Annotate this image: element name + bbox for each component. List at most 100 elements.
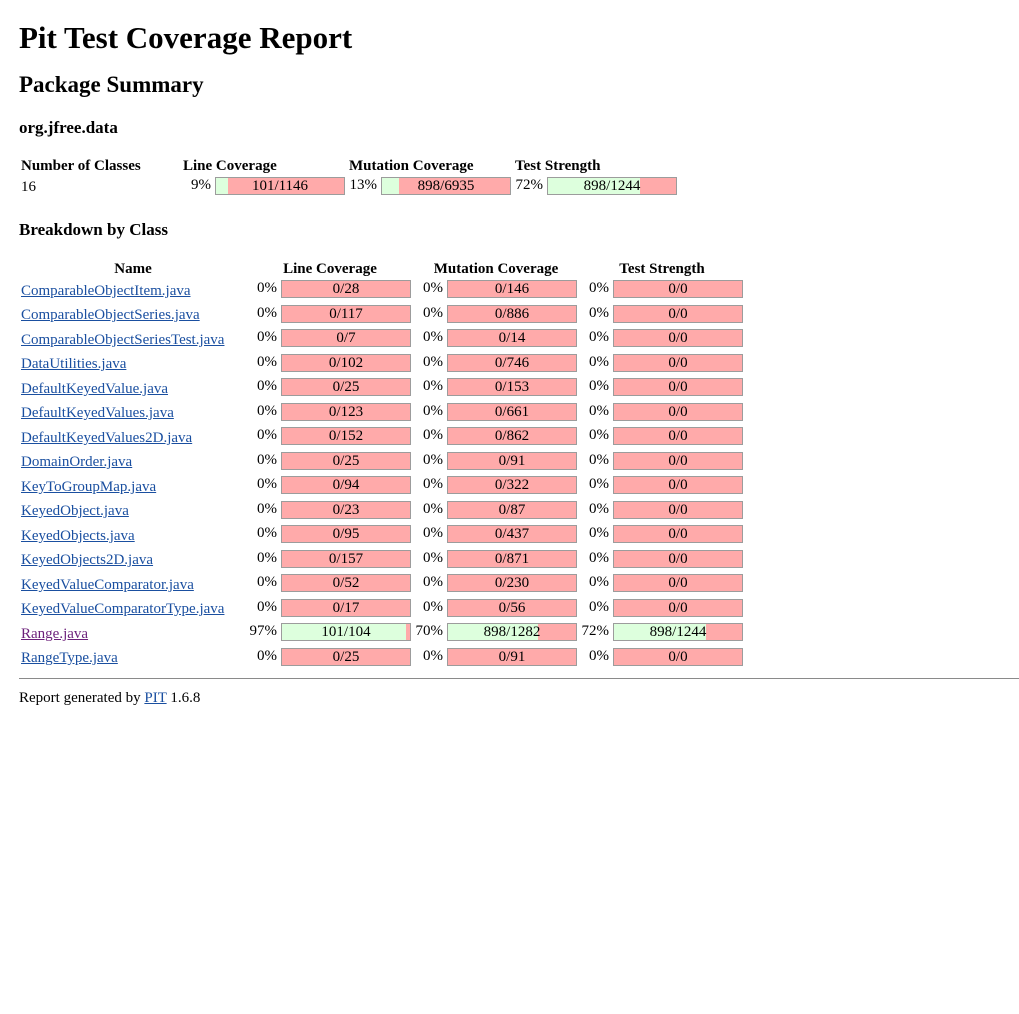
line-coverage-value: 0/52: [332, 575, 360, 591]
line-coverage-bar: 0/7: [281, 329, 411, 347]
class-link[interactable]: RangeType.java: [21, 650, 118, 667]
test-strength-percent: 72%: [581, 623, 610, 639]
line-coverage-bar: 0/52: [281, 574, 411, 592]
class-link[interactable]: KeyedValueComparator.java: [21, 576, 194, 593]
class-link[interactable]: DataUtilities.java: [21, 356, 127, 373]
line-coverage-bar: 0/123: [281, 402, 411, 421]
header-line-coverage: Line Coverage: [183, 158, 277, 174]
number-of-classes: 16: [21, 179, 36, 195]
mutation-coverage-value: 0/746: [494, 354, 530, 371]
test-strength-value: 0/0: [668, 281, 688, 297]
footer-version: 1.6.8: [170, 690, 201, 706]
test-strength-percent: 0%: [589, 549, 609, 566]
mutation-coverage-value: 0/146: [494, 281, 530, 297]
package-name: org.jfree.data: [19, 118, 118, 137]
header-number-of-classes: Number of Classes: [21, 158, 141, 174]
mutation-coverage-fill: [448, 624, 538, 640]
class-link[interactable]: ComparableObjectSeriesTest.java: [21, 331, 225, 348]
line-coverage-percent: 0%: [257, 353, 277, 370]
table-row: KeyedObject.java 0% 0/23 0% 0/87 0% 0/0: [19, 500, 745, 525]
class-link[interactable]: DefaultKeyedValues2D.java: [21, 429, 193, 446]
mutation-coverage-percent: 0%: [423, 451, 443, 468]
line-coverage-percent: 0%: [257, 500, 277, 517]
class-link[interactable]: KeyedObject.java: [21, 503, 129, 520]
test-strength-bar: 0/0: [613, 598, 743, 617]
line-coverage-value: 0/25: [332, 648, 360, 665]
test-strength-value: 0/0: [668, 452, 688, 469]
test-strength-bar: 0/0: [613, 476, 743, 494]
breakdown-heading: Breakdown by Class: [19, 220, 168, 239]
test-strength-percent: 0%: [589, 402, 609, 419]
line-coverage-bar: 0/94: [281, 476, 411, 494]
test-strength-fill: [548, 178, 641, 194]
header-mutation-coverage: Mutation Coverage: [349, 158, 474, 174]
mutation-coverage-bar: 0/14: [447, 329, 577, 347]
table-row: DefaultKeyedValues2D.java 0% 0/152 0% 0/…: [19, 426, 745, 451]
class-link[interactable]: DefaultKeyedValue.java: [21, 380, 169, 397]
line-coverage-fill: [282, 624, 407, 640]
mutation-coverage-percent: 0%: [423, 598, 443, 615]
test-strength-value: 0/0: [668, 379, 688, 395]
footer: Report generated by PIT 1.6.8: [19, 690, 200, 707]
class-link[interactable]: KeyedObjects2D.java: [21, 552, 154, 569]
breakdown-header-row: Name Line Coverage Mutation Coverage Tes…: [19, 259, 745, 279]
mutation-coverage-percent: 0%: [423, 353, 443, 370]
test-strength-percent: 0%: [589, 378, 609, 394]
mutation-coverage-value: 0/14: [498, 330, 526, 346]
class-link[interactable]: KeyedObjects.java: [21, 527, 135, 544]
mutation-coverage-value: 0/56: [498, 599, 526, 616]
table-row: DomainOrder.java 0% 0/25 0% 0/91 0% 0/0: [19, 451, 745, 476]
line-coverage-value: 0/95: [332, 526, 360, 542]
mutation-coverage-value: 0/862: [494, 428, 530, 444]
test-strength-value: 0/0: [668, 648, 688, 665]
test-strength-value: 0/0: [668, 428, 688, 444]
mutation-coverage-bar: 0/230: [447, 574, 577, 592]
line-coverage-fill: [216, 178, 228, 194]
line-coverage-value: 0/23: [332, 501, 360, 518]
line-coverage-percent: 0%: [257, 549, 277, 566]
class-link[interactable]: ComparableObjectItem.java: [21, 282, 191, 299]
test-strength-value: 0/0: [668, 403, 688, 420]
mutation-coverage-bar: 0/146: [447, 280, 577, 298]
line-coverage-percent: 0%: [257, 451, 277, 468]
test-strength-fill: [614, 624, 707, 640]
test-strength-percent: 0%: [589, 427, 609, 443]
class-link[interactable]: Range.java: [21, 625, 89, 642]
mutation-coverage-percent: 0%: [423, 500, 443, 517]
line-coverage-value: 0/152: [328, 428, 364, 444]
mutation-coverage-bar: 0/153: [447, 378, 577, 396]
mutation-coverage-fill: [382, 178, 399, 194]
test-strength-bar: 0/0: [613, 304, 743, 323]
line-coverage-bar: 101/1146: [215, 177, 345, 195]
class-link[interactable]: DomainOrder.java: [21, 454, 133, 471]
table-row: DefaultKeyedValue.java 0% 0/25 0% 0/153 …: [19, 377, 745, 402]
test-strength-bar: 0/0: [613, 525, 743, 543]
mutation-coverage-value: 0/87: [498, 501, 526, 518]
test-strength-value: 898/1244: [649, 624, 707, 640]
class-link[interactable]: KeyedValueComparatorType.java: [21, 601, 225, 618]
mutation-coverage-percent: 0%: [423, 574, 443, 590]
class-link[interactable]: KeyToGroupMap.java: [21, 478, 157, 495]
test-strength-bar: 0/0: [613, 427, 743, 445]
test-strength-bar: 0/0: [613, 329, 743, 347]
test-strength-bar: 898/1244: [613, 623, 743, 641]
line-coverage-percent: 0%: [257, 280, 277, 296]
test-strength-bar: 0/0: [613, 353, 743, 372]
pit-link[interactable]: PIT: [144, 690, 167, 706]
mutation-coverage-percent: 0%: [423, 647, 443, 664]
line-coverage-bar: 0/23: [281, 500, 411, 519]
class-link[interactable]: ComparableObjectSeries.java: [21, 307, 200, 324]
line-coverage-bar: 0/25: [281, 647, 411, 666]
line-coverage-bar: 0/157: [281, 549, 411, 568]
mutation-coverage-value: 0/871: [494, 550, 530, 567]
mutation-coverage-percent: 0%: [423, 402, 443, 419]
header-test-strength: Test Strength: [619, 260, 705, 277]
mutation-coverage-percent: 0%: [423, 525, 443, 541]
test-strength-percent: 0%: [589, 574, 609, 590]
class-link[interactable]: DefaultKeyedValues.java: [21, 405, 174, 422]
line-coverage-value: 0/7: [336, 330, 356, 346]
line-coverage-value: 0/28: [332, 281, 360, 297]
line-coverage-percent: 0%: [257, 476, 277, 492]
mutation-coverage-percent: 70%: [415, 623, 444, 639]
mutation-coverage-bar: 0/746: [447, 353, 577, 372]
